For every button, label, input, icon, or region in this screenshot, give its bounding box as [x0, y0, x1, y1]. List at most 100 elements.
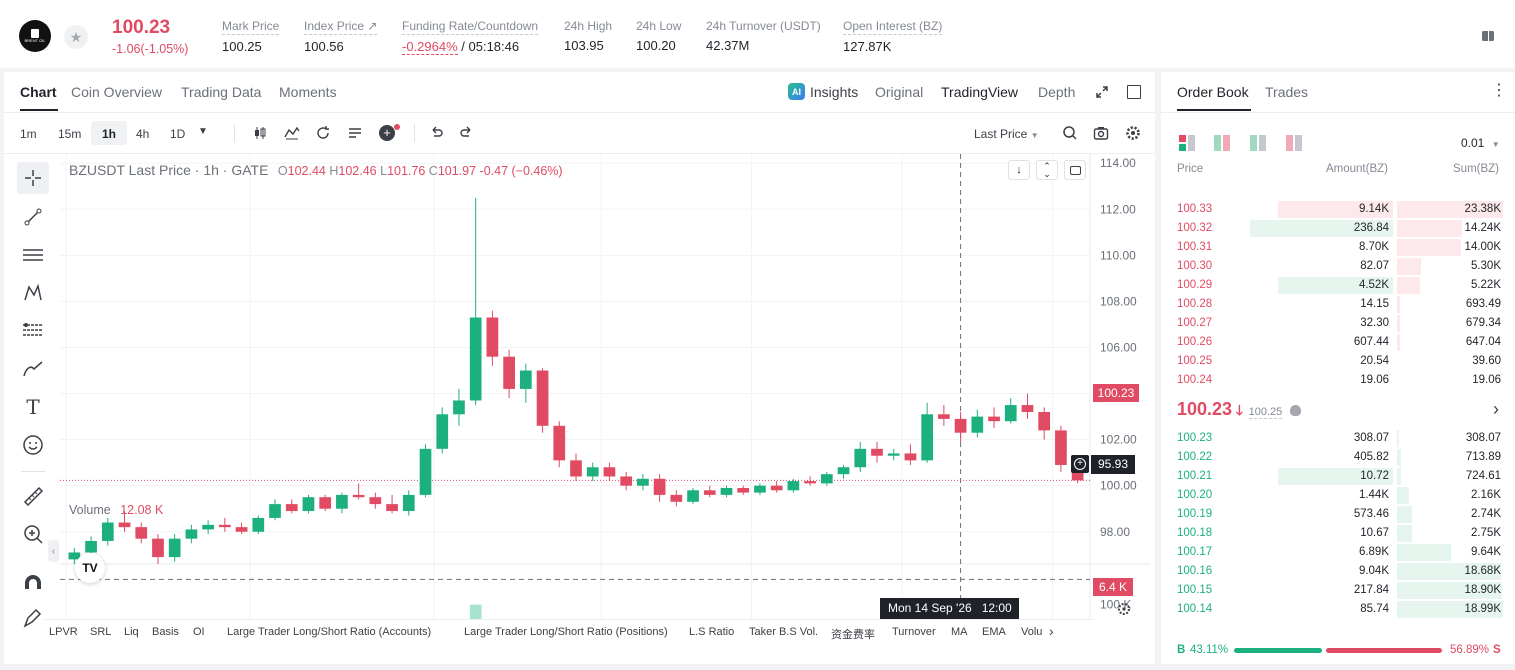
tab-coin-overview[interactable]: Coin Overview: [71, 84, 163, 100]
ask-row[interactable]: 100.28 14.15 693.49: [1161, 295, 1515, 314]
horizontal-lines-tool-icon[interactable]: [17, 239, 49, 271]
tradingview-logo[interactable]: TV: [75, 553, 105, 583]
layout-asks-icon[interactable]: [1286, 135, 1302, 154]
price-chart[interactable]: 114.00112.00110.00108.00106.00104.00102.…: [4, 154, 1155, 620]
precision-select[interactable]: 0.01 ▼: [1461, 136, 1500, 150]
magnet-tool-icon[interactable]: [17, 568, 49, 600]
tab-chart[interactable]: Chart: [20, 84, 57, 100]
layout-bids-icon[interactable]: [1250, 135, 1266, 154]
ask-row[interactable]: 100.25 20.54 39.60: [1161, 352, 1515, 371]
star-icon[interactable]: ★: [64, 25, 88, 49]
ask-row[interactable]: 100.30 82.07 5.30K: [1161, 257, 1515, 276]
indicator-ls-positions[interactable]: Large Trader Long/Short Ratio (Positions…: [464, 626, 668, 638]
sell-ratio-bar: [1326, 648, 1442, 653]
indicator-ma[interactable]: MA: [951, 626, 968, 638]
ask-row[interactable]: 100.26 607.44 647.04: [1161, 333, 1515, 352]
indicator-taker-vol[interactable]: Taker B.S Vol.: [749, 626, 819, 638]
bid-row[interactable]: 100.17 6.89K 9.64K: [1161, 543, 1515, 562]
add-alert-icon[interactable]: +: [379, 125, 395, 141]
maximize-pane-icon[interactable]: [1064, 160, 1086, 180]
indicator-oi[interactable]: OI: [193, 626, 205, 638]
ai-insights-icon[interactable]: AI: [788, 83, 805, 100]
tab-moments[interactable]: Moments: [279, 84, 337, 100]
window-icon[interactable]: [1127, 85, 1141, 99]
bid-row[interactable]: 100.21 10.72 724.61: [1161, 467, 1515, 486]
scroll-down-icon[interactable]: ↓: [1008, 160, 1030, 180]
ask-row[interactable]: 100.24 19.06 19.06: [1161, 371, 1515, 390]
book-icon[interactable]: [1478, 27, 1498, 45]
indicator-basis[interactable]: Basis: [152, 626, 179, 638]
interval-1m[interactable]: 1m: [20, 127, 37, 141]
bid-row[interactable]: 100.16 9.04K 18.68K: [1161, 562, 1515, 581]
collapse-pane-icon[interactable]: ⌃ ⌄: [1036, 160, 1058, 180]
brush-tool-icon[interactable]: [17, 353, 49, 385]
add-order-icon[interactable]: +: [1071, 455, 1089, 473]
zoom-in-tool-icon[interactable]: [17, 518, 49, 550]
ask-row[interactable]: 100.32 236.84 14.24K: [1161, 219, 1515, 238]
chevron-right-icon[interactable]: ›: [1493, 399, 1499, 419]
text-tool-icon[interactable]: T: [26, 395, 40, 419]
indicator-liq[interactable]: Liq: [124, 626, 139, 638]
settings-gear-icon[interactable]: [1125, 125, 1141, 144]
interval-15m[interactable]: 15m: [58, 127, 82, 141]
crosshair-tool-icon[interactable]: [17, 162, 49, 194]
camera-icon[interactable]: [1093, 125, 1109, 144]
indicator-volume[interactable]: Volu: [1021, 626, 1043, 638]
fib-tool-icon[interactable]: [17, 315, 49, 347]
layout-asks-bids-icon[interactable]: [1214, 135, 1230, 154]
pattern-tool-icon[interactable]: [17, 277, 49, 309]
trend-line-tool-icon[interactable]: [17, 201, 49, 233]
replay-icon[interactable]: [315, 125, 331, 144]
interval-dropdown-icon[interactable]: ▼: [198, 126, 208, 137]
undo-icon[interactable]: [428, 125, 444, 144]
bid-row[interactable]: 100.20 1.44K 2.16K: [1161, 486, 1515, 505]
stat-label[interactable]: Mark Price: [222, 19, 280, 35]
indicators-icon[interactable]: [284, 125, 300, 144]
tab-trading-data[interactable]: Trading Data: [181, 84, 262, 100]
bid-row[interactable]: 100.18 10.67 2.75K: [1161, 524, 1515, 543]
interval-1h[interactable]: 1h: [102, 127, 117, 141]
indicator-ls-accounts[interactable]: Large Trader Long/Short Ratio (Accounts): [227, 626, 432, 638]
layout-both-icon[interactable]: [1179, 135, 1195, 154]
indicator-ema[interactable]: EMA: [982, 626, 1006, 638]
ask-row[interactable]: 100.33 9.14K 23.38K: [1161, 200, 1515, 219]
view-tradingview[interactable]: TradingView: [941, 84, 1019, 100]
ask-row[interactable]: 100.27 32.30 679.34: [1161, 314, 1515, 333]
redo-icon[interactable]: [459, 125, 475, 144]
search-icon[interactable]: [1062, 125, 1078, 144]
more-vertical-icon[interactable]: ⋮: [1491, 82, 1507, 99]
indicator-lpvr[interactable]: LPVR: [49, 626, 78, 638]
chevron-right-icon[interactable]: ›: [1049, 623, 1054, 639]
tab-order-book[interactable]: Order Book: [1177, 84, 1249, 100]
bid-row[interactable]: 100.23 308.07 308.07: [1161, 429, 1515, 448]
ruler-tool-icon[interactable]: [17, 480, 49, 512]
interval-1d[interactable]: 1D: [170, 127, 186, 141]
templates-icon[interactable]: [347, 125, 363, 144]
collapse-toolbar-icon[interactable]: ‹: [48, 540, 59, 562]
bid-row[interactable]: 100.19 573.46 2.74K: [1161, 505, 1515, 524]
last-price-row[interactable]: 100.23 🡓 100.25 ›: [1177, 399, 1499, 423]
draw-lock-tool-icon[interactable]: [17, 607, 49, 629]
stat-label[interactable]: Funding Rate/Countdown: [402, 19, 539, 35]
view-insights[interactable]: Insights: [810, 84, 859, 100]
expand-icon[interactable]: [1094, 84, 1110, 100]
indicator-turnover[interactable]: Turnover: [892, 626, 936, 638]
view-original[interactable]: Original: [875, 84, 924, 100]
bid-row[interactable]: 100.15 217.84 18.90K: [1161, 581, 1515, 600]
stat-label[interactable]: Index Price ↗: [304, 19, 378, 35]
indicator-srl[interactable]: SRL: [90, 626, 112, 638]
ask-row[interactable]: 100.29 4.52K 5.22K: [1161, 276, 1515, 295]
stat-label[interactable]: Open Interest (BZ): [843, 19, 943, 35]
ask-row[interactable]: 100.31 8.70K 14.00K: [1161, 238, 1515, 257]
tab-trades[interactable]: Trades: [1265, 84, 1309, 100]
price-source-select[interactable]: Last Price ▼: [974, 127, 1039, 141]
bid-row[interactable]: 100.22 405.82 713.89: [1161, 448, 1515, 467]
interval-4h[interactable]: 4h: [136, 127, 150, 141]
view-depth[interactable]: Depth: [1038, 84, 1076, 100]
emoji-tool-icon[interactable]: [17, 429, 49, 461]
indicator-funding-rate[interactable]: 资金费率: [831, 629, 875, 641]
bid-row[interactable]: 100.14 85.74 18.99K: [1161, 600, 1515, 619]
candle-type-icon[interactable]: [253, 125, 269, 144]
indicator-ls-ratio[interactable]: L.S Ratio: [689, 626, 735, 638]
axis-settings-icon[interactable]: [1117, 602, 1131, 619]
